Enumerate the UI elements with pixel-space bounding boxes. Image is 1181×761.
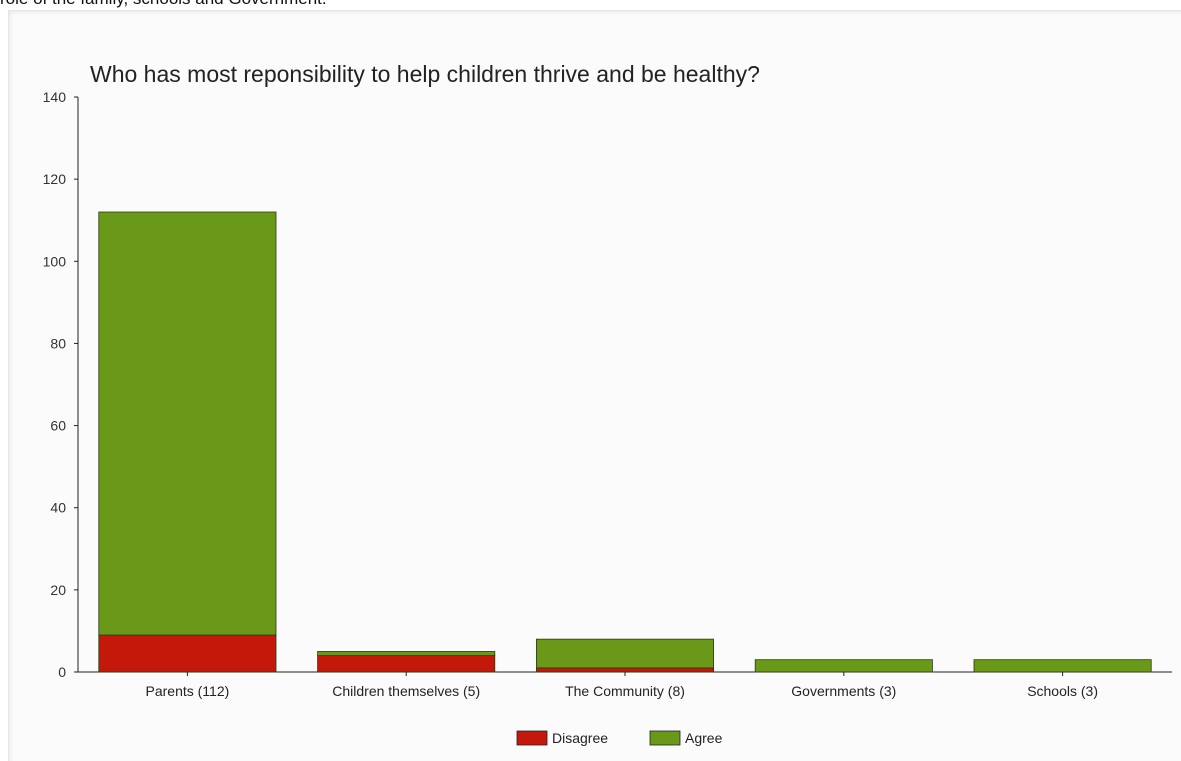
bar-agree-4 [754,659,933,673]
bar-disagree-1 [98,634,277,673]
y-tick-label: 40 [50,500,66,516]
bar-agree-2 [317,651,496,656]
legend-label-disagree: Disagree [552,730,608,746]
legend-label-agree: Agree [685,730,723,746]
y-tick-label: 80 [50,335,66,351]
legend-swatch-agree [649,730,681,746]
page-header-text: role of the family, schools and Governme… [0,0,327,9]
x-tick-label: The Community (8) [565,683,685,699]
bar-agree-1 [98,211,277,636]
chart-title: Who has most reponsibility to help child… [90,61,760,87]
bar-agree-3 [535,638,715,669]
y-tick-label: 60 [50,418,66,434]
y-tick-label: 0 [58,664,66,680]
chart-legend: Disagree Agree [516,730,723,746]
x-tick-label: Children themselves (5) [332,683,480,699]
x-tick-label: Schools (3) [1027,683,1098,699]
bar-disagree-3 [535,667,715,673]
legend-swatch-disagree [516,730,548,746]
y-tick-label: 140 [43,89,67,105]
x-tick-label: Parents (112) [146,683,230,699]
y-tick-label: 120 [43,171,67,187]
y-tick-label: 100 [43,253,67,269]
bar-agree-5 [973,659,1152,673]
x-tick-label: Governments (3) [791,683,896,699]
y-tick-label: 20 [50,582,66,598]
x-axis-labels: Parents (112) Children themselves (5) The … [146,672,1098,699]
chart-bars [98,211,1152,673]
bar-disagree-2 [317,655,496,673]
